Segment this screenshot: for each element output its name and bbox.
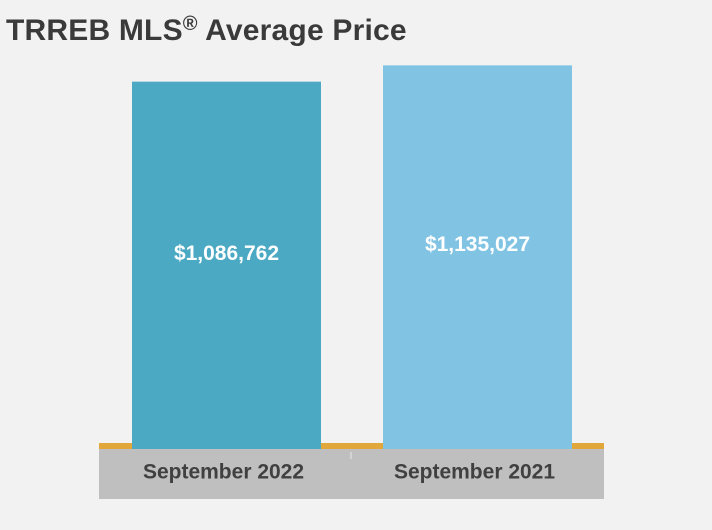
chart-title-main: TRREB MLS	[6, 14, 183, 47]
category-label-2: September 2021	[394, 461, 555, 484]
bar-value-label-1: $1,086,762	[174, 242, 279, 265]
bar-1	[132, 81, 321, 449]
bar-value-label-2: $1,135,027	[425, 233, 530, 256]
category-label-1: September 2022	[143, 461, 304, 484]
x-axis-line	[99, 443, 604, 449]
bar-2	[383, 65, 572, 450]
registered-mark: ®	[182, 13, 198, 35]
chart-title: TRREB MLS® Average Price	[6, 14, 407, 48]
chart-title-rest: Average Price	[197, 14, 407, 47]
